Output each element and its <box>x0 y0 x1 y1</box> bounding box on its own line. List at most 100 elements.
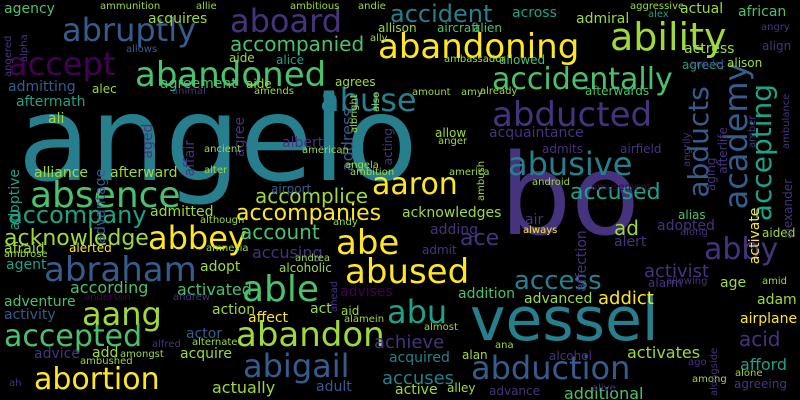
word-angrily: angrily <box>682 132 693 167</box>
word-adam: adam <box>757 292 797 308</box>
word-andie: andie <box>358 1 386 12</box>
word-ambition: ambition <box>350 167 395 178</box>
word-albright: albright <box>349 94 360 133</box>
word-action: action <box>212 302 256 318</box>
word-ally: ally <box>370 33 388 44</box>
word-ambitious: ambitious <box>290 1 340 12</box>
word-aang: aang <box>82 295 162 333</box>
word-admiral: admiral <box>576 11 630 27</box>
word-active: active <box>395 382 438 398</box>
word-alice: alice <box>276 53 305 67</box>
word-ali: ali <box>48 111 65 127</box>
word-adult: adult <box>316 379 352 395</box>
word-agreed: agreed <box>682 58 725 72</box>
word-acid: acid <box>739 327 781 351</box>
word-ancient: ancient <box>204 144 242 155</box>
word-affection: affection <box>574 230 590 292</box>
word-ah: ah <box>9 378 22 389</box>
word-addict: addict <box>598 288 654 309</box>
word-affair: affair <box>182 139 198 177</box>
word-allows: allows <box>126 44 158 55</box>
word-advice: advice <box>34 346 80 362</box>
word-admitted: admitted <box>150 204 214 220</box>
word-ambushed: ambushed <box>80 356 133 367</box>
word-activates: activates <box>627 343 701 362</box>
word-align: align <box>762 39 792 53</box>
word-angela: angela <box>345 160 379 171</box>
word-alone: alone <box>735 368 763 379</box>
word-alternate: alternate <box>192 337 238 348</box>
word-abruptly: abruptly <box>62 11 197 49</box>
word-abandoning: abandoning <box>378 27 580 67</box>
word-accusing: accusing <box>252 243 323 262</box>
word-advance: advance <box>489 384 541 398</box>
word-alec: alec <box>92 82 117 96</box>
word-airfield: airfield <box>620 142 662 156</box>
word-aide: aide <box>246 77 272 91</box>
word-ana: ana <box>495 340 514 351</box>
word-amount: amount <box>412 87 451 98</box>
word-ammunition: ammunition <box>100 1 161 12</box>
word-amends: amends <box>254 86 294 97</box>
word-abraham: abraham <box>44 250 197 290</box>
word-acquired: acquired <box>389 350 450 366</box>
word-allie: allie <box>196 1 217 12</box>
word-acquires: acquires <box>148 11 208 27</box>
word-african: african <box>738 4 787 20</box>
word-ad: ad <box>614 216 639 240</box>
word-aircraft: aircraft <box>437 21 480 35</box>
word-alongside: alongside <box>709 347 720 396</box>
word-albert: albert <box>282 135 324 151</box>
word-alien: alien <box>473 21 503 35</box>
word-anderson: anderson <box>84 292 131 303</box>
word-accompanies: accompanies <box>236 201 382 226</box>
word-abuse: abuse <box>320 81 417 119</box>
word-always: always <box>523 225 558 236</box>
word-acknowledge: acknowledge <box>4 226 149 251</box>
word-airplane: airplane <box>740 311 798 327</box>
word-alter: alter <box>204 165 228 176</box>
word-ambrose: ambrose <box>4 249 48 260</box>
word-abbey: abbey <box>148 219 247 257</box>
word-acknowledges: acknowledges <box>402 205 502 221</box>
word-accidentally: accidentally <box>492 62 673 97</box>
word-also: also <box>371 91 382 112</box>
word-aaron: aaron <box>372 167 458 202</box>
word-air: air <box>525 212 544 228</box>
word-amid: amid <box>762 276 787 287</box>
word-abducted: abducted <box>492 95 653 135</box>
word-across: across <box>512 5 557 21</box>
word-afterwards: afterwards <box>585 84 650 98</box>
word-already: already <box>480 86 518 97</box>
word-activate: activate <box>747 207 763 265</box>
word-accompany: accompany <box>8 201 147 229</box>
word-abby: abby <box>704 232 779 267</box>
word-accomplice: accomplice <box>255 184 369 208</box>
word-alexander: alexander <box>781 178 795 239</box>
word-adopt: adopt <box>200 259 241 275</box>
word-advantage: advantage <box>93 168 109 244</box>
word-andy: andy <box>333 217 358 228</box>
word-alive: alive <box>592 383 616 394</box>
word-agent: agent <box>6 257 47 273</box>
word-adding: adding <box>430 222 479 238</box>
word-alex: alex <box>648 9 669 20</box>
word-afraid: afraid <box>4 241 45 257</box>
word-ambush: ambush <box>476 160 487 201</box>
word-aide: aide <box>229 51 255 65</box>
word-alarm: alarm <box>648 276 683 290</box>
word-alfred: alfred <box>152 339 181 350</box>
word-ace: ace <box>460 226 500 251</box>
word-add: add <box>92 345 119 361</box>
word-agreeing: agreeing <box>734 377 787 391</box>
word-agreement: agreement <box>160 76 237 92</box>
word-accident: accident <box>390 0 493 28</box>
word-abused: abused <box>345 252 470 292</box>
word-activated: activated <box>177 280 252 299</box>
word-amber: amber <box>747 115 758 148</box>
word-among: among <box>692 374 727 385</box>
word-almost: almost <box>424 322 458 333</box>
word-advanced: advanced <box>524 291 593 307</box>
word-aggressive: aggressive <box>630 1 685 12</box>
